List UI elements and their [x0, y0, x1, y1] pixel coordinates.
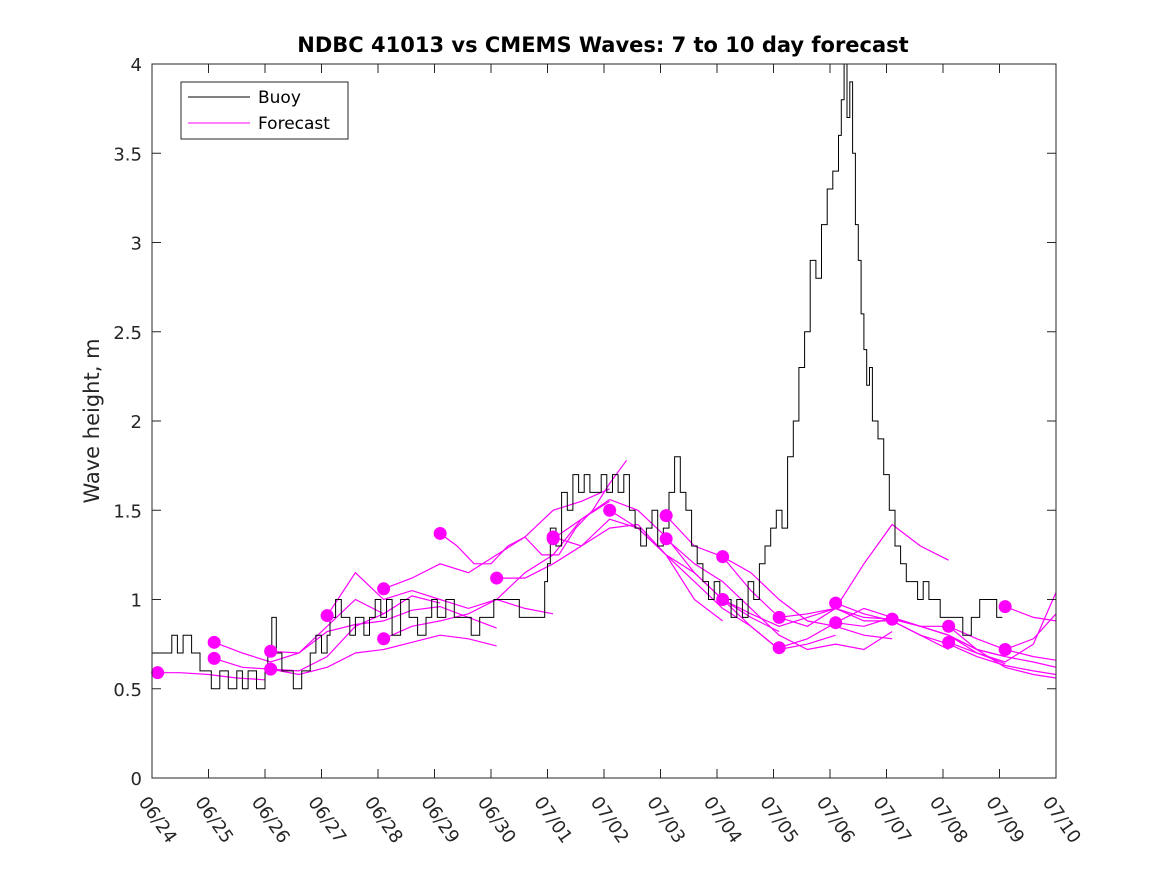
forecast-marker — [377, 632, 391, 646]
y-tick-label: 3 — [131, 234, 142, 255]
y-tick-label: 1 — [131, 591, 142, 612]
forecast-line — [270, 605, 497, 654]
forecast-line — [891, 618, 1056, 661]
forecast-marker — [433, 526, 447, 540]
forecast-marker — [546, 532, 560, 546]
forecast-marker — [264, 662, 278, 676]
forecast-marker — [659, 532, 673, 546]
forecast-marker — [829, 616, 843, 630]
legend-buoy-label: Buoy — [258, 88, 301, 108]
forecast-marker — [151, 666, 165, 680]
legend-forecast-label: Forecast — [258, 114, 330, 134]
forecast-marker — [942, 619, 956, 633]
forecast-marker — [942, 635, 956, 649]
forecast-marker — [885, 612, 899, 626]
forecast-marker — [998, 642, 1012, 656]
y-tick-label: 2 — [131, 412, 142, 433]
forecast-line — [665, 538, 893, 651]
forecast-line — [1004, 613, 1056, 651]
forecast-marker — [716, 593, 730, 606]
forecast-line — [152, 672, 266, 681]
plot-area — [152, 64, 1056, 778]
forecast-line — [496, 523, 723, 622]
forecast-markers — [151, 503, 1012, 680]
forecast-marker — [377, 582, 391, 596]
legend-box — [180, 81, 349, 140]
forecast-line — [270, 634, 497, 676]
forecast-line — [948, 592, 1056, 663]
buoy-line — [152, 64, 1003, 690]
forecast-marker — [998, 600, 1012, 614]
forecast-marker — [207, 651, 221, 665]
forecast-marker — [716, 550, 730, 564]
y-tick-label: 0.5 — [113, 680, 142, 701]
forecast-marker — [772, 641, 786, 655]
legend: Buoy Forecast — [180, 81, 349, 140]
forecast-marker — [320, 609, 334, 623]
y-tick-label: 0 — [131, 769, 142, 790]
buoy-series — [152, 64, 1003, 690]
forecast-marker — [490, 571, 504, 585]
forecast-marker — [207, 635, 221, 649]
y-tick-label: 1.5 — [113, 501, 142, 522]
y-tick-label: 3.5 — [113, 144, 142, 165]
forecast-marker — [829, 596, 843, 610]
y-axis: 0 0.5 1 1.5 2 2.5 3 3.5 4 — [113, 55, 1056, 790]
forecast-line — [948, 625, 1056, 679]
y-tick-label: 4 — [131, 55, 142, 76]
forecast-marker — [264, 644, 278, 658]
forecast-line — [326, 571, 554, 616]
forecast-marker — [603, 503, 617, 517]
y-tick-label: 2.5 — [113, 323, 142, 344]
forecast-marker — [659, 509, 673, 523]
forecast-line — [439, 459, 628, 565]
forecast-line — [835, 607, 1056, 668]
forecast-marker — [772, 610, 786, 624]
chart-title: NDBC 41013 vs CMEMS Waves: 7 to 10 day f… — [297, 33, 908, 57]
y-axis-label: Wave height, m — [80, 338, 104, 503]
forecast-line — [214, 595, 441, 672]
forecast-line — [1004, 606, 1056, 622]
forecast-line — [665, 515, 893, 640]
forecast-line — [383, 488, 610, 590]
